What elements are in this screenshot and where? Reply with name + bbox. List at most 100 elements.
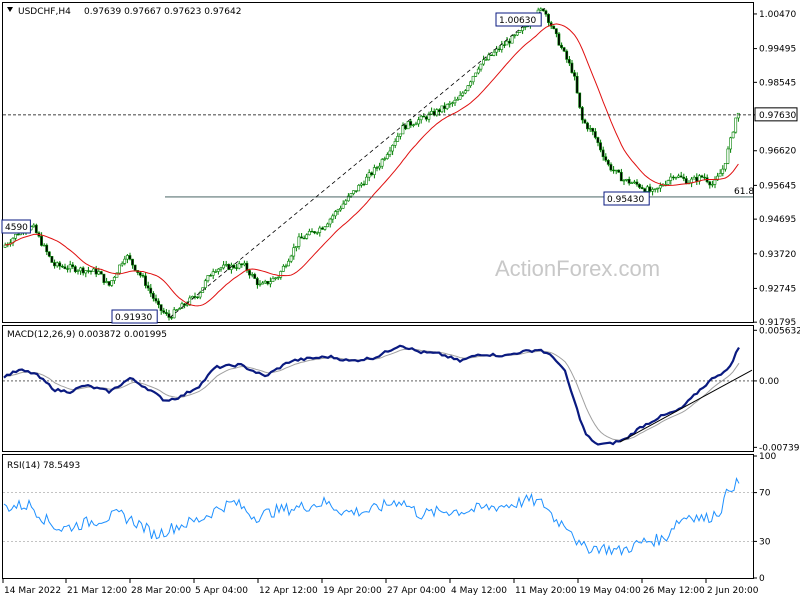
x-tick-label: 19 Apr 20:00	[323, 586, 382, 596]
candle-body	[560, 44, 563, 48]
candle-body	[58, 262, 62, 267]
candle-body	[133, 264, 137, 271]
candle-body	[552, 25, 556, 29]
candle-body	[333, 211, 337, 217]
fib-618-label: 61.8	[734, 187, 754, 197]
candle-body	[466, 85, 470, 92]
candle-body	[42, 244, 46, 247]
uptrend-line	[169, 7, 546, 318]
candle-body	[144, 275, 147, 286]
candle-body	[666, 180, 670, 185]
candle-body	[81, 267, 85, 274]
candle-body	[297, 236, 301, 247]
candle-body	[713, 179, 717, 185]
candle-body	[263, 280, 267, 284]
candle-body	[53, 262, 56, 267]
candle-body	[209, 275, 212, 277]
price-tick-label: 0.93720	[759, 250, 796, 260]
low-left-label-box	[111, 309, 158, 324]
x-tick-label: 5 Apr 04:00	[195, 586, 248, 596]
candle-body	[84, 270, 88, 274]
candle-body	[268, 281, 272, 285]
candle-body	[500, 44, 504, 50]
candle-body	[34, 224, 38, 234]
candle-body	[479, 63, 483, 70]
candle-body	[419, 115, 423, 121]
candle-body	[695, 176, 699, 182]
candle-body	[708, 181, 712, 186]
candle-body	[32, 224, 36, 228]
candle-body	[245, 262, 249, 271]
candle-body	[474, 72, 478, 77]
candle-body	[258, 283, 262, 286]
candle-body	[378, 165, 381, 169]
candle-body	[193, 296, 197, 298]
price-tick-label: 0.97630	[759, 111, 796, 121]
price-tick-label: 1.00470	[759, 10, 796, 20]
x-tick-label: 2 Jun 20:00	[707, 586, 759, 596]
candle-body	[172, 309, 176, 319]
candle-body	[227, 264, 231, 270]
candle-body	[453, 99, 457, 104]
candle-body	[300, 236, 303, 239]
candle-body	[518, 30, 522, 33]
candle-body	[401, 124, 405, 135]
rsi-panel	[2, 454, 754, 579]
candle-body	[235, 267, 238, 269]
candle-body	[128, 255, 132, 260]
price-tick-label: 0.91795	[759, 318, 796, 328]
candle-body	[159, 304, 163, 311]
candle-body	[232, 264, 236, 269]
macd-line	[3, 344, 740, 446]
candle-body	[508, 40, 511, 44]
candle-body	[326, 223, 329, 228]
candle-body	[99, 271, 103, 275]
candle-body	[125, 255, 129, 260]
candle-body	[679, 175, 683, 178]
candle-body	[578, 92, 582, 108]
candle-body	[287, 260, 290, 267]
left-edge-label-box	[1, 219, 31, 234]
price-tick-label: 0.96620	[759, 147, 796, 157]
candle-body	[115, 272, 119, 278]
candle-body	[640, 187, 644, 189]
x-tick-label: 4 May 12:00	[451, 586, 507, 596]
candle-body	[643, 188, 647, 192]
candle-body	[196, 296, 199, 299]
candle-body	[68, 264, 72, 270]
candle-body	[404, 124, 407, 130]
candle-body	[211, 271, 215, 276]
candle-body	[726, 148, 730, 164]
candle-body	[497, 48, 501, 51]
price-tick-label: 0.94695	[759, 215, 796, 225]
current-price-box	[754, 107, 798, 122]
candle-body	[138, 272, 142, 276]
candle-body	[365, 176, 368, 185]
rsi-tick-label: 30	[759, 537, 771, 547]
candle-body	[315, 232, 319, 234]
candle-body	[318, 227, 322, 233]
candle-body	[380, 159, 384, 167]
candle-body	[354, 190, 358, 192]
candle-body	[723, 163, 727, 170]
candle-body	[120, 263, 124, 266]
candle-body	[575, 76, 579, 94]
candle-body	[97, 271, 101, 275]
candle-body	[554, 28, 558, 35]
candle-body	[310, 230, 314, 233]
candle-body	[216, 268, 220, 272]
candle-body	[393, 141, 397, 146]
candle-body	[3, 244, 7, 248]
candle-body	[206, 275, 210, 282]
candle-body	[349, 193, 353, 197]
candle-body	[502, 44, 506, 46]
x-tick-label: 26 May 12:00	[643, 586, 705, 596]
macd-trend-line	[619, 369, 753, 443]
candle-body	[14, 233, 17, 239]
candle-body	[487, 54, 491, 60]
candle-body	[471, 76, 475, 83]
candle-body	[710, 183, 714, 186]
candle-body	[341, 203, 345, 209]
x-tick-label: 12 Apr 12:00	[259, 586, 318, 596]
candle-body	[276, 276, 280, 279]
